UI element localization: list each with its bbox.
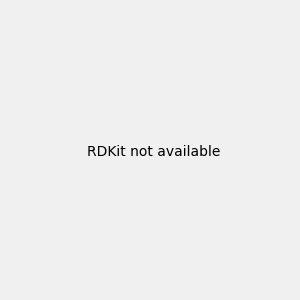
Text: RDKit not available: RDKit not available xyxy=(87,145,220,158)
